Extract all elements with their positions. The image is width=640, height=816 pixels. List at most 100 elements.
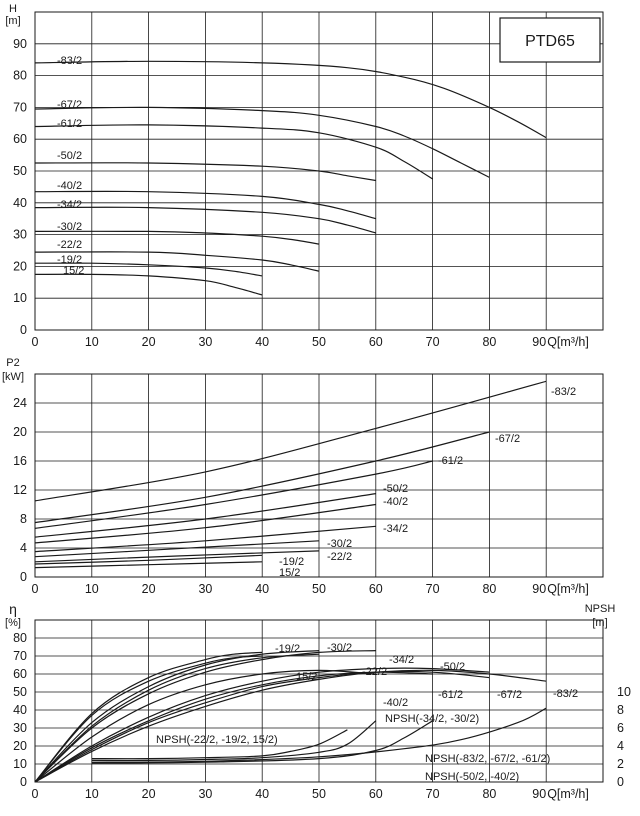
x-tick-label: 70 — [426, 582, 440, 596]
series-label-50-2: -50/2 — [383, 483, 408, 495]
y2-tick-label: 10 — [617, 685, 631, 699]
x-tick-label: 50 — [312, 335, 326, 349]
y-axis-label: P2 — [6, 357, 19, 369]
x-axis-label: Q[m³/h] — [547, 787, 589, 801]
series-label-34-2: -34/2 — [57, 199, 82, 211]
y-tick-label: 70 — [13, 100, 27, 114]
series-line-30-2 — [34, 540, 320, 558]
series-label-61-2: -61/2 — [438, 689, 463, 701]
title-box: PTD65 — [499, 17, 601, 63]
y-tick-label: 0 — [20, 323, 27, 337]
y-tick-label: 0 — [20, 775, 27, 789]
chart-panel-3: 0 10 20 30 40 50 60 70 80 90 Q[m³/h]01020304050607… — [5, 601, 631, 801]
series-line-19-2 — [34, 554, 263, 565]
chart-panel-2: 0 10 20 30 40 50 60 70 80 90 Q[m³/h] 0 4 8 12 16 20 24 P2 [… — [2, 357, 604, 596]
y2-tick-label: 4 — [617, 739, 624, 753]
x-tick-label: 20 — [142, 335, 156, 349]
series-label-30-2: -30/2 — [57, 221, 82, 233]
y-tick-label: 4 — [20, 541, 27, 555]
series-line-83-2 — [34, 669, 547, 783]
series-label-61-2: -61/2 — [438, 455, 463, 467]
y2-tick-label: 8 — [617, 703, 624, 717]
series-line-34-2 — [34, 650, 376, 783]
series-line-67-2 — [34, 106, 490, 178]
y-axis-unit: [m] — [5, 15, 20, 27]
series-line-22-2 — [34, 653, 320, 783]
series-label-15-2: 15/2 — [279, 567, 300, 579]
chart-panels: 0 10 20 30 40 50 60 70 80 90 Q[m³/h]01020304050607… — [2, 3, 631, 801]
x-tick-label: 50 — [312, 787, 326, 801]
x-tick-label: 80 — [482, 787, 496, 801]
series-label-npsh-83-2-67-2-61-2: NPSH(-83/2, -67/2, -61/2) — [425, 753, 550, 765]
series-label-61-2: -61/2 — [57, 118, 82, 130]
x-tick-label: 60 — [369, 582, 383, 596]
series-line-40-2 — [34, 669, 376, 783]
x-tick-label: 80 — [482, 582, 496, 596]
y2-tick-label: 2 — [617, 757, 624, 771]
y-tick-label: 40 — [13, 703, 27, 717]
y-axis-label: H — [9, 3, 17, 15]
y-tick-label: 70 — [13, 649, 27, 663]
x-tick-label: 60 — [369, 335, 383, 349]
y-tick-label: 30 — [13, 721, 27, 735]
series-line-83-2 — [34, 380, 547, 502]
series-line-40-2 — [34, 503, 376, 544]
series-line-34-2 — [34, 206, 376, 234]
y-tick-label: 60 — [13, 132, 27, 146]
series-line-15-2 — [34, 273, 263, 296]
y-tick-label: 0 — [20, 570, 27, 584]
chart-panel-1: 0 10 20 30 40 50 60 70 80 90 Q[m³/h]01020304050607… — [5, 3, 604, 349]
series-label-22-2: -22/2 — [57, 239, 82, 251]
y-tick-label: 60 — [13, 667, 27, 681]
series-line-22-2 — [34, 251, 320, 272]
y-tick-label: 20 — [13, 259, 27, 273]
series-label-83-2: -83/2 — [57, 55, 82, 67]
series-label-50-2: -50/2 — [57, 150, 82, 162]
x-tick-label: 20 — [142, 787, 156, 801]
series-label-50-2: -50/2 — [440, 661, 465, 673]
series-line-67-2 — [34, 431, 490, 524]
series-label-19-2: -19/2 — [57, 254, 82, 266]
y-axis-unit: [kW] — [2, 371, 24, 383]
series-line-19-2 — [34, 262, 263, 277]
x-tick-label: 90 — [532, 582, 546, 596]
series-label-30-2: -30/2 — [327, 538, 352, 550]
x-tick-label: 30 — [198, 787, 212, 801]
series-label-npsh-50-2-40-2: NPSH(-50/2, -40/2) — [425, 771, 519, 783]
y-tick-label: 20 — [13, 739, 27, 753]
x-tick-label: 40 — [255, 787, 269, 801]
x-tick-label: 30 — [198, 582, 212, 596]
y2-tick-label: 0 — [617, 775, 624, 789]
y-tick-label: 10 — [13, 757, 27, 771]
y-axis-label: η — [9, 601, 17, 617]
series-line-83-2 — [34, 60, 547, 139]
y-tick-label: 8 — [20, 512, 27, 526]
x-tick-label: 0 — [32, 335, 39, 349]
x-tick-label: 40 — [255, 335, 269, 349]
y2-tick-label: 6 — [617, 721, 624, 735]
series-line-50-2 — [34, 493, 376, 538]
x-tick-label: 40 — [255, 582, 269, 596]
series-line-61-2 — [34, 124, 433, 180]
x-tick-label: 50 — [312, 582, 326, 596]
y-tick-label: 20 — [13, 425, 27, 439]
y-tick-label: 10 — [13, 291, 27, 305]
series-line-15-2 — [34, 561, 263, 569]
y-tick-label: 24 — [13, 396, 27, 410]
x-tick-label: 20 — [142, 582, 156, 596]
series-label-83-2: -83/2 — [553, 688, 578, 700]
x-tick-label: 10 — [85, 787, 99, 801]
series-label-npsh-22-2-19-2-15-2: NPSH(-22/2, -19/2, 15/2) — [156, 734, 278, 746]
x-tick-label: 0 — [32, 787, 39, 801]
series-label-19-2: -19/2 — [279, 556, 304, 568]
y-tick-label: 50 — [13, 164, 27, 178]
series-line-19-2 — [34, 651, 263, 783]
series-label-34-2: -34/2 — [389, 654, 414, 666]
x-tick-label: 70 — [426, 335, 440, 349]
series-line-15-2 — [34, 655, 263, 783]
y-tick-label: 16 — [13, 454, 27, 468]
y2-axis-unit: [m] — [592, 617, 607, 629]
series-label-83-2: -83/2 — [551, 386, 576, 398]
y-axis-unit: [%] — [5, 617, 21, 629]
y2-axis-label: NPSH — [585, 603, 616, 615]
